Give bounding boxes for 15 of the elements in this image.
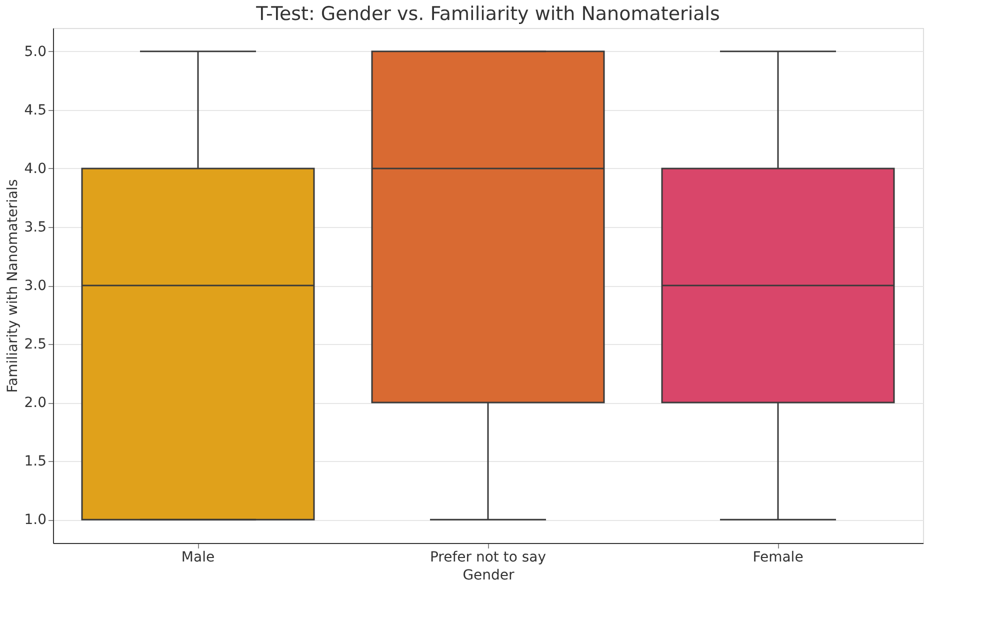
y-axis-title: Familiarity with Nanomaterials <box>5 179 22 393</box>
y-tick-label: 2.0 <box>24 395 46 412</box>
x-tick-label: Female <box>752 550 804 566</box>
y-tick-label: 4.5 <box>24 102 46 118</box>
y-tick-label: 3.5 <box>24 219 46 236</box>
y-tick-label: 5.0 <box>24 44 46 60</box>
y-tick-label: 3.0 <box>24 278 46 294</box>
x-axis-title: Gender <box>462 568 515 584</box>
x-tick-label: Male <box>181 550 215 566</box>
chart-title: T-Test: Gender vs. Familiarity with Nanomaterials <box>255 3 720 25</box>
y-tick-label: 2.5 <box>24 336 46 353</box>
y-tick-label: 1.5 <box>24 454 46 470</box>
y-tick-label: 1.0 <box>24 512 46 528</box>
x-tick-label: Prefer not to say <box>430 550 546 566</box>
y-tick-label: 4.0 <box>24 160 46 177</box>
